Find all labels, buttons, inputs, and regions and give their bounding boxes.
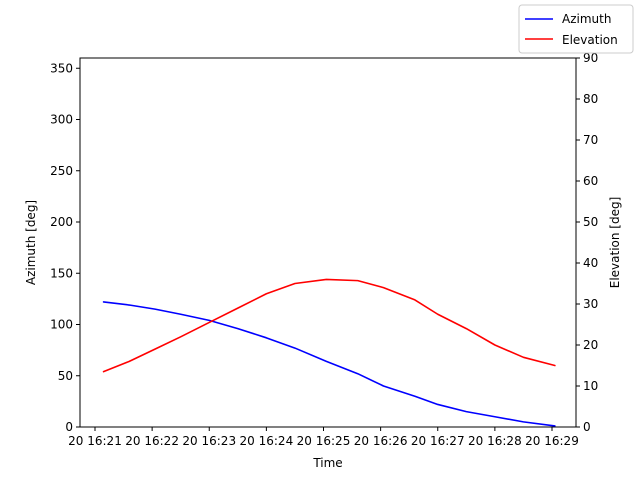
right-y-tick-label: 10 — [583, 379, 598, 393]
left-y-tick-label: 150 — [50, 266, 73, 280]
x-tick-label: 20 16:27 — [411, 434, 465, 448]
left-y-axis: 0 50 100 150 200 250 300 350 — [50, 61, 80, 434]
legend-frame — [518, 4, 634, 54]
right-y-tick-label: 0 — [583, 420, 591, 434]
right-y-tick-label: 80 — [583, 92, 598, 106]
right-y-axis-label: Elevation [deg] — [608, 197, 622, 289]
legend: Azimuth Elevation — [518, 4, 634, 54]
right-y-tick-label: 60 — [583, 174, 598, 188]
plot-frame — [79, 57, 577, 428]
x-tick-label: 20 16:24 — [240, 434, 294, 448]
left-y-axis-label: Azimuth [deg] — [24, 200, 38, 285]
right-y-tick-label: 40 — [583, 256, 598, 270]
left-y-tick-label: 100 — [50, 318, 73, 332]
series-line-azimuth — [102, 301, 556, 427]
x-axis: 20 16:21 20 16:22 20 16:23 20 16:24 20 16:25… — [68, 427, 579, 448]
x-tick-label: 20 16:28 — [468, 434, 522, 448]
x-tick-label: 20 16:21 — [68, 434, 122, 448]
x-axis-label: Time — [312, 456, 342, 470]
right-y-tick-label: 20 — [583, 338, 598, 352]
left-y-tick-label: 0 — [65, 420, 73, 434]
left-y-tick-label: 50 — [58, 369, 73, 383]
right-y-tick-label: 50 — [583, 215, 598, 229]
right-y-axis: 0 10 20 30 40 50 60 70 80 90 — [576, 51, 598, 434]
left-y-tick-label: 200 — [50, 215, 73, 229]
left-y-tick-label: 300 — [50, 113, 73, 127]
legend-label-azimuth: Azimuth — [562, 12, 611, 26]
right-y-tick-label: 70 — [583, 133, 598, 147]
x-tick-label: 20 16:22 — [125, 434, 179, 448]
legend-label-elevation: Elevation — [562, 33, 618, 47]
left-y-tick-label: 350 — [50, 61, 73, 75]
x-tick-label: 20 16:25 — [297, 434, 351, 448]
series-line-elevation — [102, 278, 556, 373]
right-y-tick-label: 90 — [583, 51, 598, 65]
x-tick-label: 20 16:23 — [182, 434, 236, 448]
x-tick-label: 20 16:26 — [354, 434, 408, 448]
x-tick-label: 20 16:29 — [525, 434, 579, 448]
right-y-tick-label: 30 — [583, 297, 598, 311]
left-y-tick-label: 250 — [50, 164, 73, 178]
series-layer — [102, 278, 556, 427]
